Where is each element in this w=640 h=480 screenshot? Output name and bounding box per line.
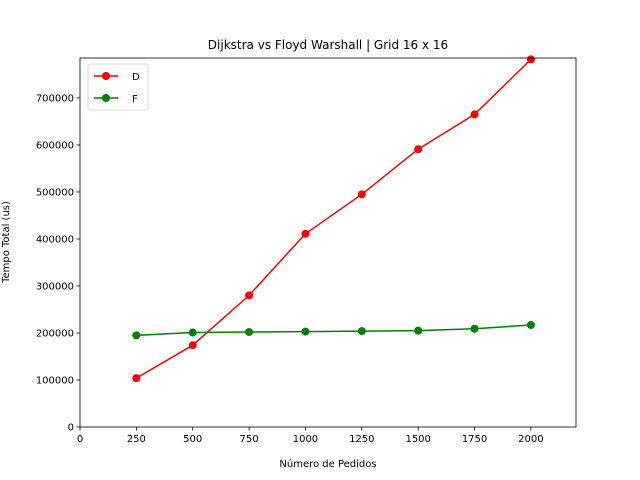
chart-title: Dijkstra vs Floyd Warshall | Grid 16 x 1…	[208, 38, 448, 52]
legend: DF	[87, 63, 149, 111]
legend-marker-D	[102, 72, 110, 80]
data-point-D	[132, 374, 141, 383]
y-axis-label: Tempo Total (us)	[1, 201, 12, 284]
x-tick-label: 1000	[293, 434, 318, 445]
x-tick-label: 1250	[349, 434, 374, 445]
data-point-D	[301, 229, 310, 238]
series-line-D	[135, 58, 532, 379]
y-axis: 0 100000 200000 300000 400000 500000 600000 700…	[36, 93, 80, 434]
x-tick-label: 750	[240, 434, 259, 445]
data-point-F	[188, 328, 197, 337]
data-point-D	[245, 291, 254, 300]
plot-frame	[79, 57, 577, 428]
data-point-D	[526, 55, 535, 64]
x-axis-label: Número de Pedidos	[279, 458, 376, 470]
data-point-F	[301, 327, 310, 336]
data-point-F	[414, 326, 423, 335]
data-point-D	[414, 145, 423, 154]
y-tick-label: 300000	[36, 281, 74, 292]
y-tick-label: 600000	[36, 140, 74, 151]
data-point-D	[470, 110, 479, 119]
y-tick-label: 700000	[36, 93, 74, 104]
legend-label-D: D	[132, 72, 140, 83]
y-tick-label: 200000	[36, 328, 74, 339]
data-point-D	[357, 190, 366, 199]
series-line-F	[136, 324, 531, 337]
legend-box	[87, 63, 149, 111]
data-point-F	[470, 324, 479, 333]
data-point-D	[188, 341, 197, 350]
x-tick-label: 250	[127, 434, 146, 445]
data-point-F	[357, 327, 366, 336]
data-point-F	[526, 320, 535, 329]
legend-marker-F	[102, 94, 110, 102]
data-point-F	[132, 331, 141, 340]
y-tick-label: 100000	[36, 375, 74, 386]
x-tick-label: 0	[77, 434, 83, 445]
legend-label-F: F	[132, 94, 138, 105]
plot-series	[132, 55, 535, 383]
x-axis: 0 250 500 750 1000 1250 1500 1750 2000	[77, 427, 544, 445]
x-tick-label: 1750	[462, 434, 487, 445]
x-tick-label: 1500	[405, 434, 430, 445]
y-tick-label: 500000	[36, 187, 74, 198]
y-tick-label: 0	[68, 423, 74, 434]
x-tick-label: 2000	[518, 434, 543, 445]
data-point-F	[245, 328, 254, 337]
x-tick-label: 500	[183, 434, 202, 445]
y-tick-label: 400000	[36, 234, 74, 245]
